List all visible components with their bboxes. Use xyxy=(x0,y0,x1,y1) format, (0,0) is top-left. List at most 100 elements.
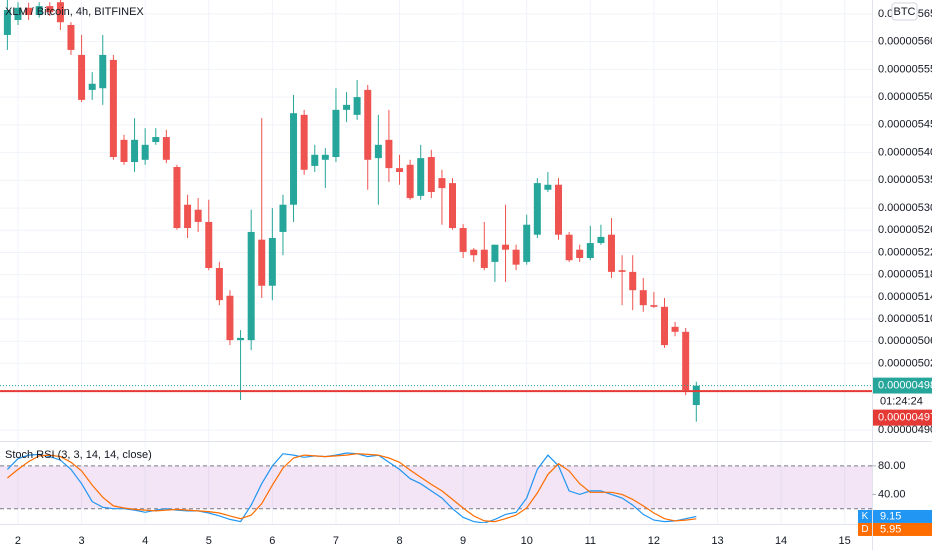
value-badge xyxy=(873,522,932,536)
candle-body xyxy=(523,224,531,262)
candle-body xyxy=(311,154,319,166)
candle-body xyxy=(205,221,213,268)
y-tick-label: 40.00 xyxy=(878,488,906,500)
candle-body xyxy=(332,109,340,158)
candle-body xyxy=(417,158,425,196)
candle-body xyxy=(396,168,404,173)
line-badge xyxy=(873,409,932,426)
candle-body xyxy=(3,9,11,35)
y-tick-label: 0.00000510 xyxy=(878,313,932,325)
candle-body xyxy=(364,89,372,160)
candle-body xyxy=(237,337,245,341)
legend-name: K xyxy=(862,511,869,522)
candle-body xyxy=(88,83,96,90)
chart-title: XLM / Bitcoin, 4h, BITFINEX xyxy=(5,6,144,18)
candle-body xyxy=(491,244,499,262)
candle-body xyxy=(671,326,679,332)
candle-body xyxy=(226,295,234,341)
x-tick-label: 6 xyxy=(269,535,275,547)
candle-body xyxy=(661,306,669,346)
grid xyxy=(0,0,872,524)
countdown-badge xyxy=(873,393,932,410)
x-tick-label: 15 xyxy=(839,535,851,547)
candle-body xyxy=(99,54,107,89)
candle-body xyxy=(533,183,541,235)
y-tick-label: 0.00000490 xyxy=(878,424,932,436)
candle-body xyxy=(374,144,382,159)
candle-body xyxy=(353,97,361,115)
candle-body xyxy=(131,139,139,163)
candle-body xyxy=(35,6,43,15)
candle-body xyxy=(629,271,637,291)
countdown-label: 01:24:24 xyxy=(880,396,923,408)
candle-body xyxy=(141,144,149,160)
candle-body xyxy=(321,154,329,160)
candle-body xyxy=(162,137,170,160)
candle-body xyxy=(56,2,64,23)
candle-body xyxy=(427,157,435,192)
candle-body xyxy=(512,249,520,265)
candle-body xyxy=(639,290,647,306)
candle-body xyxy=(215,267,223,301)
candle-body xyxy=(502,244,510,250)
candle-body xyxy=(14,7,22,20)
x-tick-label: 2 xyxy=(15,535,21,547)
candle-body xyxy=(607,234,615,272)
candle-body xyxy=(544,184,552,190)
y-tick-label: 0.00000522 xyxy=(878,246,932,258)
candle-body xyxy=(258,239,266,286)
x-tick-label: 3 xyxy=(79,535,85,547)
candle-body xyxy=(194,209,202,222)
candle-body xyxy=(459,228,467,252)
x-tick-label: 8 xyxy=(396,535,402,547)
candle-body xyxy=(555,184,563,235)
y-tick-label: 0.00000526 xyxy=(878,224,932,236)
candle-body xyxy=(406,164,414,199)
candle-body xyxy=(565,234,573,261)
stoch-panel xyxy=(0,452,872,523)
candle-body xyxy=(120,139,128,163)
currency-badge[interactable] xyxy=(891,2,918,21)
y-tick-label: 0.00000540 xyxy=(878,146,932,158)
candle-body xyxy=(650,305,658,307)
candle-body xyxy=(597,236,605,244)
value-badge-label: 5.95 xyxy=(880,523,901,535)
candle-body xyxy=(343,104,351,110)
currency-label: BTC xyxy=(894,6,916,18)
y-tick-label: 0.00000502 xyxy=(878,357,932,369)
candle-body xyxy=(268,238,276,286)
plot xyxy=(0,0,872,422)
legend-badge xyxy=(858,509,872,523)
candle-body xyxy=(67,24,75,50)
indicator-title: Stoch RSI (3, 3, 14, 14, close) xyxy=(5,449,152,461)
x-tick-label: 9 xyxy=(460,535,466,547)
candle-body xyxy=(385,139,393,169)
value-badge-label: 9.15 xyxy=(880,510,901,522)
candle-body xyxy=(480,249,488,268)
legend-name: D xyxy=(861,524,868,535)
candle-body xyxy=(586,243,594,259)
indicator-line xyxy=(6,452,697,523)
x-tick-label: 10 xyxy=(521,535,533,547)
x-tick-label: 4 xyxy=(142,535,148,547)
legend-badge xyxy=(858,522,872,536)
price-badge-label: 0.00000498 xyxy=(878,380,932,392)
y-tick-label: 0.00000560 xyxy=(878,36,932,48)
y-tick-label: 0.00000506 xyxy=(878,335,932,347)
x-tick-label: 13 xyxy=(711,535,723,547)
candle-body xyxy=(247,231,255,341)
candle-body xyxy=(682,331,690,391)
y-tick-label: 0.00000535 xyxy=(878,174,932,186)
candle-body xyxy=(300,114,308,170)
candle-body xyxy=(692,385,700,406)
y-tick-label: 0.00000545 xyxy=(878,119,932,131)
x-tick-label: 5 xyxy=(206,535,212,547)
indicator-line xyxy=(7,453,697,523)
y-tick-label: 0.00000530 xyxy=(878,202,932,214)
candle-body xyxy=(618,270,626,272)
y-tick-label: 80.00 xyxy=(878,460,906,472)
candle-body xyxy=(279,204,287,232)
candle-body xyxy=(576,249,584,259)
